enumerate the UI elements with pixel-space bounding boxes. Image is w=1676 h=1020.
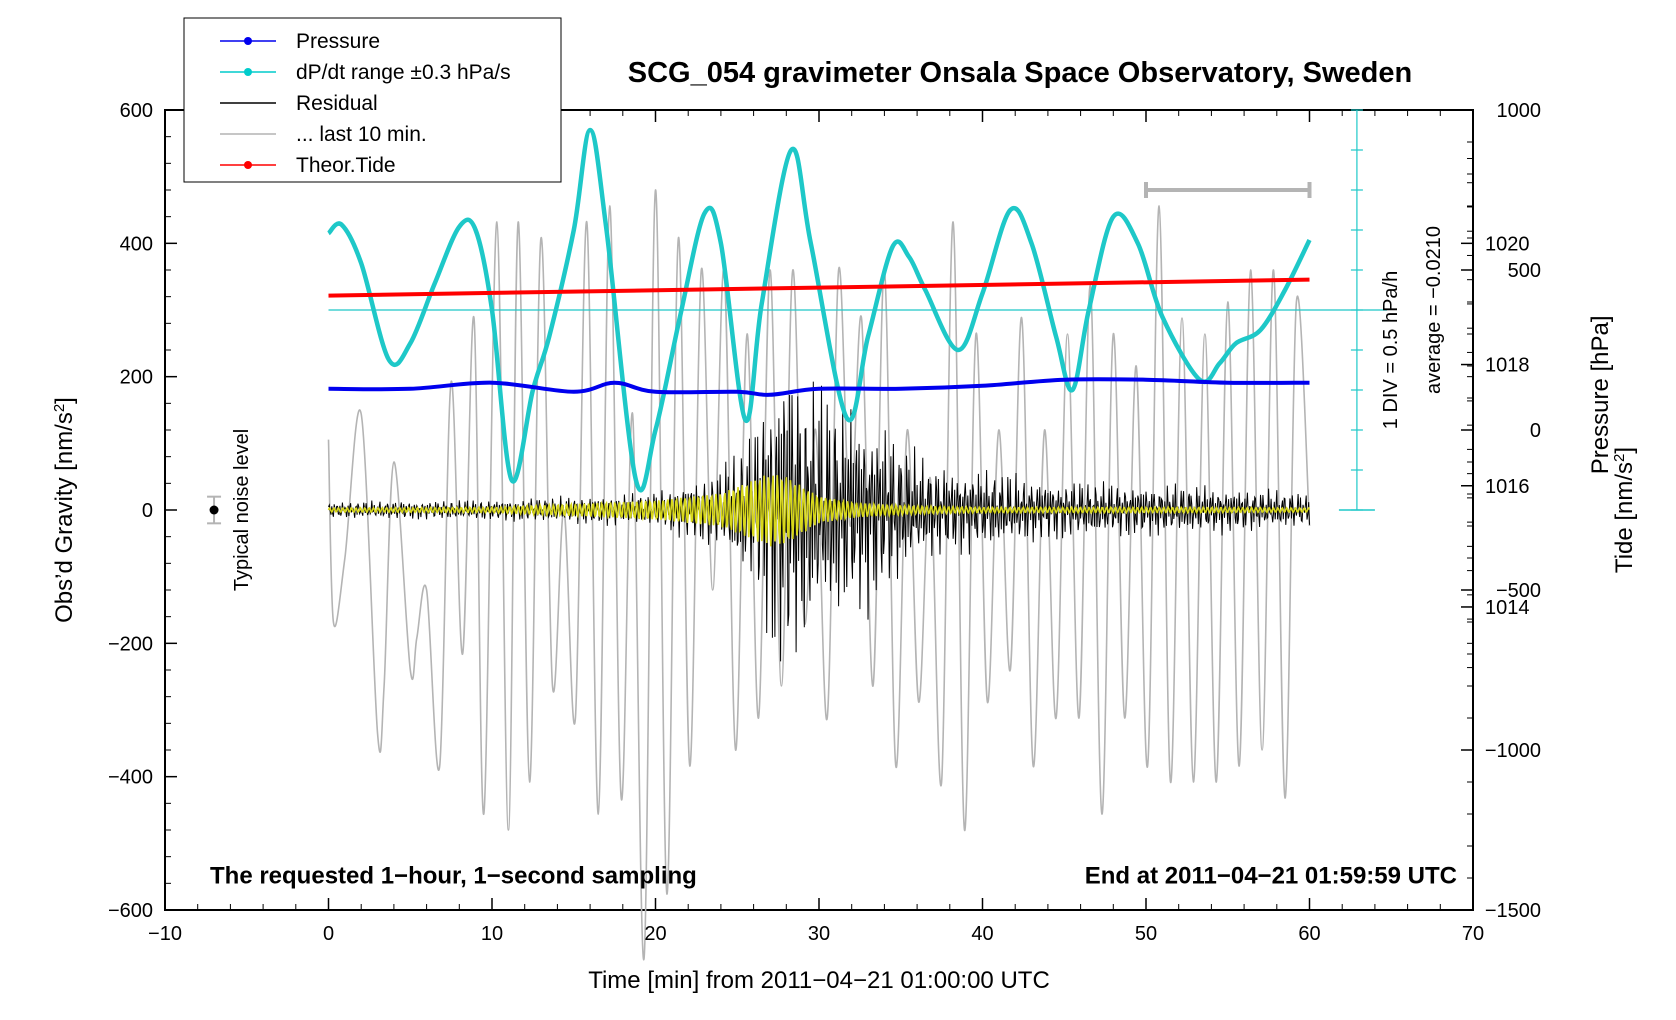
pressure-tick-label: 1020 — [1485, 233, 1530, 255]
y-axis-title-sup: 2 — [51, 404, 68, 412]
y-tick-label: −600 — [108, 900, 153, 922]
y-tick-label: 600 — [120, 100, 153, 122]
tide-tick-label: −1500 — [1485, 900, 1541, 922]
x-tick-label: 0 — [323, 923, 334, 945]
noise-level-label: Typical noise level — [231, 429, 253, 591]
tide-tick-label: −500 — [1496, 580, 1541, 602]
chart-title: SCG_054 gravimeter Onsala Space Observat… — [628, 57, 1412, 89]
sampling-annotation: The requested 1−hour, 1−second sampling — [210, 862, 697, 889]
pressure-tick-label: 1016 — [1485, 476, 1530, 498]
pressure-tick-label: 1014 — [1485, 597, 1530, 619]
dpdt-series — [326, 127, 1312, 493]
y-tick-label: −200 — [108, 633, 153, 655]
tide-tick-label: 0 — [1530, 420, 1541, 442]
y-axis-title-main: Obs’d Gravity [nm/s — [51, 412, 78, 623]
legend-marker — [244, 68, 252, 76]
x-tick-label: 50 — [1135, 923, 1157, 945]
tide-tick-label: 1000 — [1497, 100, 1542, 122]
legend-marker — [244, 37, 252, 45]
x-tick-label: −10 — [148, 923, 182, 945]
x-tick-label: 20 — [644, 923, 666, 945]
y-tick-label: −400 — [108, 767, 153, 789]
end-time-annotation: End at 2011−04−21 01:59:59 UTC — [1085, 862, 1457, 889]
dpdt-line — [326, 127, 1312, 493]
pressure-tick-label: 1018 — [1485, 355, 1530, 377]
y-tick-label: 200 — [120, 367, 153, 389]
axes: −10 0 10 20 30 40 50 60 70−600−400−2000200400600… — [108, 100, 1541, 945]
tide-axis-title-sup: 2 — [1611, 454, 1628, 462]
x-tick-label: 30 — [808, 923, 830, 945]
x-tick-label: 40 — [971, 923, 993, 945]
tide-axis-title-main: Tide [nm/s — [1611, 462, 1638, 573]
legend-label: Pressure — [296, 30, 380, 53]
legend-label: dP/dt range ±0.3 hPa/s — [296, 61, 511, 84]
pressure-series — [328, 377, 1310, 397]
legend-label: Theor.Tide — [296, 154, 396, 177]
x-tick-label: 60 — [1298, 923, 1320, 945]
residual-filtered-line — [327, 475, 1311, 547]
y-tick-label: 0 — [142, 500, 153, 522]
x-tick-label: 10 — [481, 923, 503, 945]
dpdt-scale: 1 DIV = 0.5 hPa/h average = −0.0210 — [328, 109, 1445, 511]
legend-marker — [244, 161, 252, 169]
dpdt-average-label: average = −0.0210 — [1423, 226, 1445, 394]
legend: Pressure dP/dt range ±0.3 hPa/s Residual..… — [183, 17, 562, 183]
tide-tick-label: −1000 — [1485, 740, 1541, 762]
pressure-axis-title: Pressure [hPa] — [1587, 315, 1614, 474]
tide-axis-title-tail: ] — [1611, 447, 1638, 454]
theoretical-tide-series — [328, 277, 1310, 298]
residual-line — [328, 381, 1310, 662]
y-tick-label: 400 — [120, 233, 153, 255]
pressure-line — [328, 377, 1310, 397]
x-axis-title: Time [min] from 2011−04−21 01:00:00 UTC — [588, 967, 1050, 994]
last-10-min-series — [327, 189, 1311, 961]
y-axis-title: Obs’d Gravity [nm/s2] — [51, 397, 79, 623]
last-10-min-line — [327, 189, 1311, 961]
tide-axis-title: Tide [nm/s2] — [1611, 447, 1639, 573]
noise-center-dot — [209, 505, 219, 515]
last-10-min-bar — [1144, 182, 1312, 198]
legend-box — [183, 17, 562, 183]
legend-label: Residual — [296, 92, 378, 115]
y-axis-title-tail: ] — [51, 397, 78, 404]
dpdt-scale-label: 1 DIV = 0.5 hPa/h — [1380, 271, 1402, 429]
legend-label: ... last 10 min. — [296, 123, 427, 146]
tide-tick-label: 500 — [1508, 260, 1541, 282]
noise-indicator — [207, 495, 222, 525]
residual-series — [327, 381, 1311, 662]
x-tick-label: 70 — [1462, 923, 1484, 945]
tide-line — [328, 277, 1310, 298]
